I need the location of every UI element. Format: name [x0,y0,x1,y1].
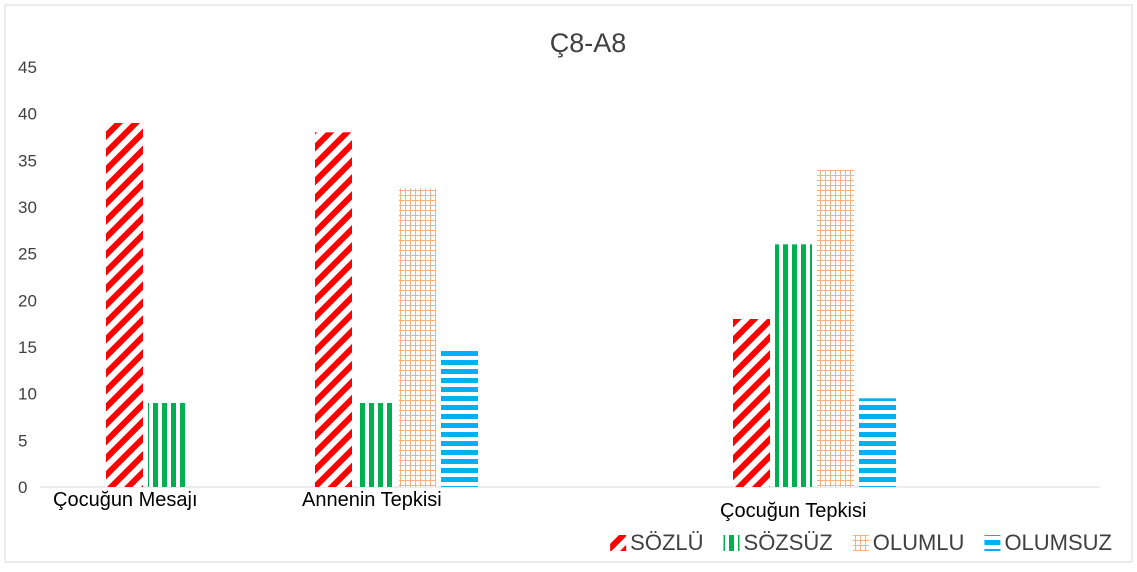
bar [775,244,812,487]
legend-label: OLUMSUZ [1004,530,1112,555]
x-tick-label: Annenin Tepkisi [302,489,442,511]
bar [733,319,770,487]
chart-title: Ç8-A8 [550,28,627,58]
y-tick-label: 20 [18,291,37,310]
y-tick-label: 35 [18,151,37,170]
legend-swatch [723,535,740,551]
bar [441,347,478,487]
x-tick-label: Çocuğun Tepkisi [720,500,866,522]
bar [357,403,394,487]
bar [859,398,896,487]
legend-swatch [852,535,869,551]
legend-label: SÖZSÜZ [744,530,833,555]
bar [315,132,352,488]
bar [148,403,185,487]
legend-label: SÖZLÜ [630,530,703,555]
y-tick-label: 10 [18,385,37,404]
chart-frame [4,4,1133,563]
y-tick-label: 25 [18,245,37,264]
legend-label: OLUMLU [873,530,965,555]
y-tick-label: 15 [18,338,37,357]
y-tick-label: 0 [18,478,27,497]
bar [106,123,143,487]
bar [399,188,436,488]
legend-swatch [984,535,1001,551]
bar [817,169,854,487]
y-tick-label: 45 [18,58,37,77]
x-tick-label: Çocuğun Mesajı [53,489,198,511]
y-tick-label: 30 [18,198,37,217]
y-tick-label: 5 [18,431,27,450]
legend-swatch [610,535,627,551]
y-tick-label: 40 [18,105,37,124]
